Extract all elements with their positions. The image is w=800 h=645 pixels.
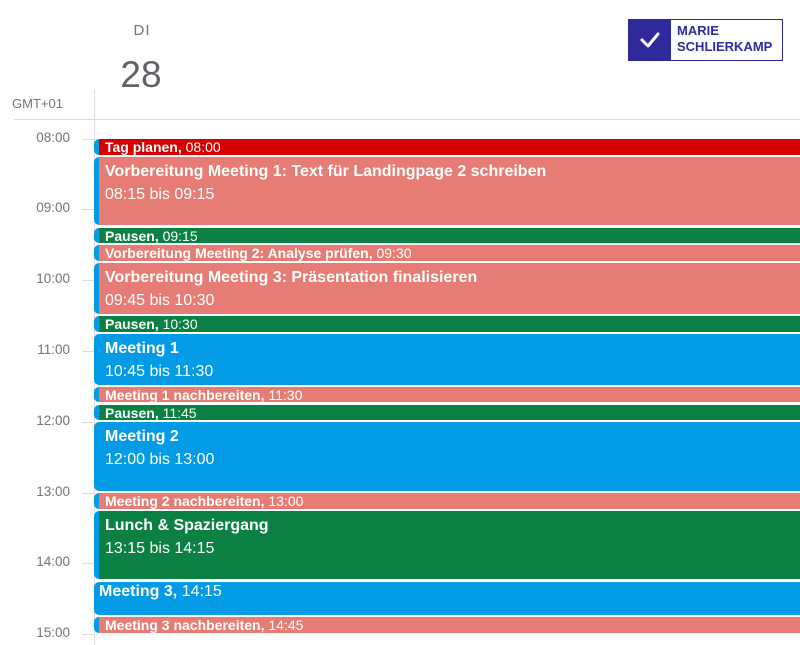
- separator: ,: [154, 404, 163, 421]
- hour-label: 11:00: [37, 341, 70, 357]
- event-title: Meeting 3 nachbereiten: [105, 616, 261, 633]
- event-time: 08:00: [185, 139, 221, 155]
- separator: ,: [154, 227, 163, 244]
- hour-label: 13:00: [36, 483, 70, 499]
- event-title: Pausen: [105, 316, 155, 332]
- calendar-event[interactable]: Lunch & Spaziergang 13:15 bis 14:15: [94, 510, 800, 580]
- hour-label: 08:00: [36, 129, 70, 145]
- event-color-stripe: [94, 333, 99, 385]
- event-color-stripe: [94, 139, 99, 155]
- hour-gridline: [82, 209, 94, 211]
- event-color-stripe: [94, 422, 99, 491]
- day-name: DI: [133, 22, 151, 39]
- hour-label: 09:00: [36, 200, 70, 216]
- separator: ,: [260, 616, 269, 633]
- brand-line-1: MARIE: [677, 23, 719, 38]
- separator: ,: [260, 386, 269, 403]
- event-title: Pausen: [105, 404, 155, 421]
- event-title: Meeting 1 nachbereiten: [105, 386, 261, 403]
- event-title: Vorbereitung Meeting 1: Text für Landing…: [105, 162, 547, 180]
- event-time: 14:15: [181, 582, 222, 600]
- timezone-label: GMT+01: [12, 96, 63, 111]
- event-color-stripe: [94, 262, 99, 314]
- hour-gridline: [82, 280, 94, 282]
- brand-line-2: SCHLIERKAMP: [677, 39, 773, 54]
- event-color-stripe: [94, 616, 99, 633]
- calendar-event[interactable]: Pausen, 09:15: [94, 227, 800, 244]
- separator: ,: [368, 245, 377, 261]
- event-color-stripe: [94, 316, 99, 332]
- event-title: Meeting 2: [105, 428, 179, 446]
- event-title: Tag planen: [105, 139, 178, 155]
- separator: ,: [260, 493, 269, 509]
- separator: ,: [154, 316, 163, 332]
- hour-gridline: [82, 138, 94, 140]
- calendar-event[interactable]: Meeting 3 nachbereiten, 14:45: [94, 616, 800, 633]
- hour-gridline: [82, 563, 94, 565]
- event-time: 13:15 bis 14:15: [105, 539, 215, 557]
- event-color-stripe: [94, 404, 99, 421]
- event-time: 09:30: [376, 245, 412, 261]
- event-time: 08:15 bis 09:15: [105, 185, 215, 203]
- event-color-stripe: [94, 510, 99, 580]
- event-color-stripe: [94, 245, 99, 261]
- event-time: 10:45 bis 11:30: [105, 362, 214, 380]
- calendar-event[interactable]: Meeting 1 10:45 bis 11:30: [94, 333, 800, 385]
- event-color-stripe: [94, 227, 99, 244]
- calendar-event[interactable]: Meeting 2 nachbereiten, 13:00: [94, 493, 800, 509]
- event-color-stripe: [94, 581, 99, 615]
- calendar-event[interactable]: Meeting 1 nachbereiten, 11:30: [94, 386, 800, 403]
- event-time: 14:45: [268, 616, 304, 633]
- calendar-event[interactable]: Vorbereitung Meeting 1: Text für Landing…: [94, 156, 800, 226]
- calendar-event[interactable]: Meeting 2 12:00 bis 13:00: [94, 422, 800, 491]
- separator: ,: [177, 139, 186, 155]
- hour-gridline: [82, 350, 94, 352]
- event-title: Meeting 2 nachbereiten: [105, 493, 261, 509]
- checkmark-icon: [629, 20, 671, 60]
- calendar-event[interactable]: Tag planen, 08:00: [94, 139, 800, 155]
- event-title: Pausen: [105, 227, 155, 244]
- event-time: 10:30: [162, 316, 198, 332]
- event-time: 12:00 bis 13:00: [105, 451, 215, 469]
- event-color-stripe: [94, 493, 99, 509]
- hour-gridline: [82, 492, 94, 494]
- hour-gridline: [82, 421, 94, 423]
- hour-label: 10:00: [36, 271, 70, 287]
- calendar-event[interactable]: Vorbereitung Meeting 3: Präsentation fin…: [94, 262, 800, 314]
- event-color-stripe: [94, 386, 99, 403]
- calendar-event[interactable]: Vorbereitung Meeting 2: Analyse prüfen, …: [94, 245, 800, 261]
- day-number[interactable]: 28: [120, 54, 162, 95]
- event-title: Vorbereitung Meeting 2: Analyse prüfen: [105, 245, 369, 261]
- separator: ,: [172, 582, 182, 600]
- brand-logo: MARIE SCHLIERKAMP: [628, 19, 783, 61]
- calendar-event[interactable]: Meeting 3, 14:15: [94, 581, 800, 615]
- event-title: Meeting 3: [99, 582, 173, 600]
- header-divider: [14, 119, 800, 120]
- hour-label: 15:00: [36, 625, 70, 641]
- event-time: 09:45 bis 10:30: [105, 291, 215, 309]
- brand-name: MARIE SCHLIERKAMP: [671, 20, 772, 60]
- calendar-event[interactable]: Pausen, 10:30: [94, 316, 800, 332]
- hour-gridline: [82, 634, 94, 636]
- event-title: Lunch & Spaziergang: [105, 516, 269, 534]
- calendar-event[interactable]: Pausen, 11:45: [94, 404, 800, 421]
- event-title: Meeting 1: [105, 339, 179, 357]
- hour-label: 12:00: [36, 412, 70, 428]
- event-title: Vorbereitung Meeting 3: Präsentation fin…: [105, 268, 478, 286]
- event-color-stripe: [94, 156, 99, 226]
- event-time: 13:00: [268, 493, 304, 509]
- event-time: 11:30: [268, 386, 303, 403]
- event-time: 11:45: [162, 404, 197, 421]
- event-time: 09:15: [162, 227, 198, 244]
- hour-label: 14:00: [36, 554, 70, 570]
